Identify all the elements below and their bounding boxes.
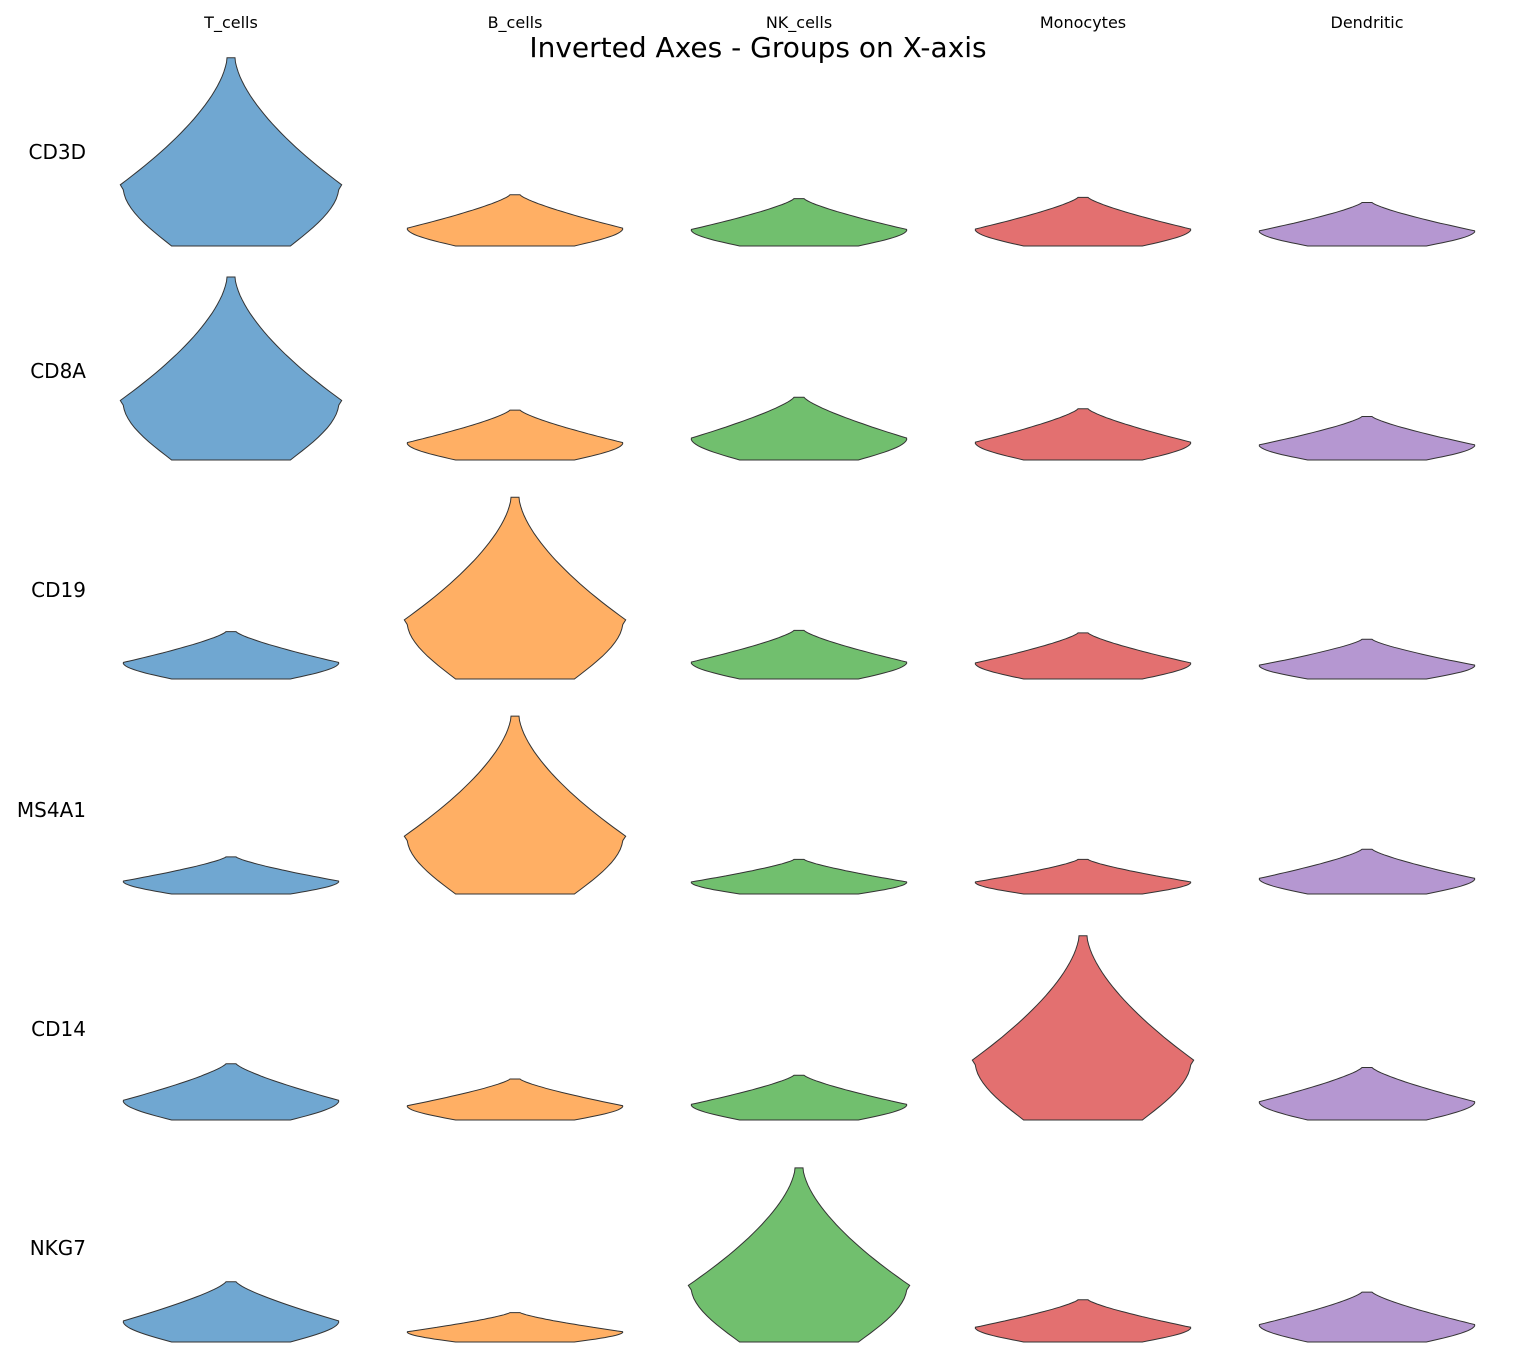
violin-ms4a1-t_cells bbox=[122, 856, 340, 895]
violin-cd3d-dendritic bbox=[1258, 202, 1476, 247]
violin-cd3d-monocytes bbox=[974, 196, 1192, 247]
gene-labels: CD3D CD8A CD19 MS4A1 CD14 NKG7 bbox=[17, 140, 86, 1260]
group-label-b_cells: B_cells bbox=[488, 13, 543, 33]
violin-cd14-monocytes bbox=[971, 935, 1195, 1121]
violin-cd19-nk_cells bbox=[690, 629, 908, 680]
violin-cd14-nk_cells bbox=[690, 1074, 908, 1121]
violin-nkg7-monocytes bbox=[974, 1299, 1192, 1343]
gene-label-cd3d: CD3D bbox=[29, 140, 87, 164]
group-labels: T_cells B_cells NK_cells Monocytes Dendritic bbox=[203, 13, 1403, 33]
chart-title: Inverted Axes - Groups on X-axis bbox=[529, 31, 986, 64]
violin-cd19-b_cells bbox=[403, 496, 627, 680]
gene-label-cd8a: CD8A bbox=[30, 359, 86, 383]
violin-cd19-dendritic bbox=[1258, 638, 1476, 680]
violin-cd19-t_cells bbox=[122, 631, 340, 680]
group-label-dendritic: Dendritic bbox=[1331, 13, 1404, 32]
gene-label-nkg7: NKG7 bbox=[30, 1236, 86, 1260]
group-label-monocytes: Monocytes bbox=[1040, 13, 1126, 32]
violin-nkg7-b_cells bbox=[406, 1312, 624, 1343]
gene-label-cd14: CD14 bbox=[31, 1017, 86, 1041]
violin-ms4a1-monocytes bbox=[974, 858, 1192, 895]
violin-nkg7-t_cells bbox=[122, 1281, 340, 1343]
group-label-nk_cells: NK_cells bbox=[766, 13, 832, 33]
violin-cd3d-nk_cells bbox=[690, 198, 908, 247]
violin-cd8a-monocytes bbox=[974, 408, 1192, 461]
violin-nkg7-nk_cells bbox=[687, 1167, 911, 1343]
violin-cd3d-t_cells bbox=[119, 57, 343, 247]
violin-nkg7-dendritic bbox=[1258, 1291, 1476, 1343]
violin-cd8a-b_cells bbox=[406, 409, 624, 461]
group-label-t_cells: T_cells bbox=[203, 13, 258, 33]
violin-ms4a1-dendritic bbox=[1258, 848, 1476, 895]
gene-label-ms4a1: MS4A1 bbox=[17, 798, 86, 822]
violin-cd14-dendritic bbox=[1258, 1067, 1476, 1121]
violin-cd19-monocytes bbox=[974, 632, 1192, 680]
violin-grid bbox=[119, 57, 1476, 1343]
violin-cd8a-nk_cells bbox=[690, 396, 908, 461]
violin-cd3d-b_cells bbox=[406, 194, 624, 247]
gene-label-cd19: CD19 bbox=[31, 578, 86, 602]
violin-cd8a-dendritic bbox=[1258, 416, 1476, 461]
violin-cd8a-t_cells bbox=[119, 276, 343, 461]
violin-ms4a1-b_cells bbox=[403, 715, 627, 895]
violin-ms4a1-nk_cells bbox=[690, 858, 908, 895]
violin-cd14-b_cells bbox=[406, 1078, 624, 1121]
violin-cd14-t_cells bbox=[122, 1063, 340, 1121]
